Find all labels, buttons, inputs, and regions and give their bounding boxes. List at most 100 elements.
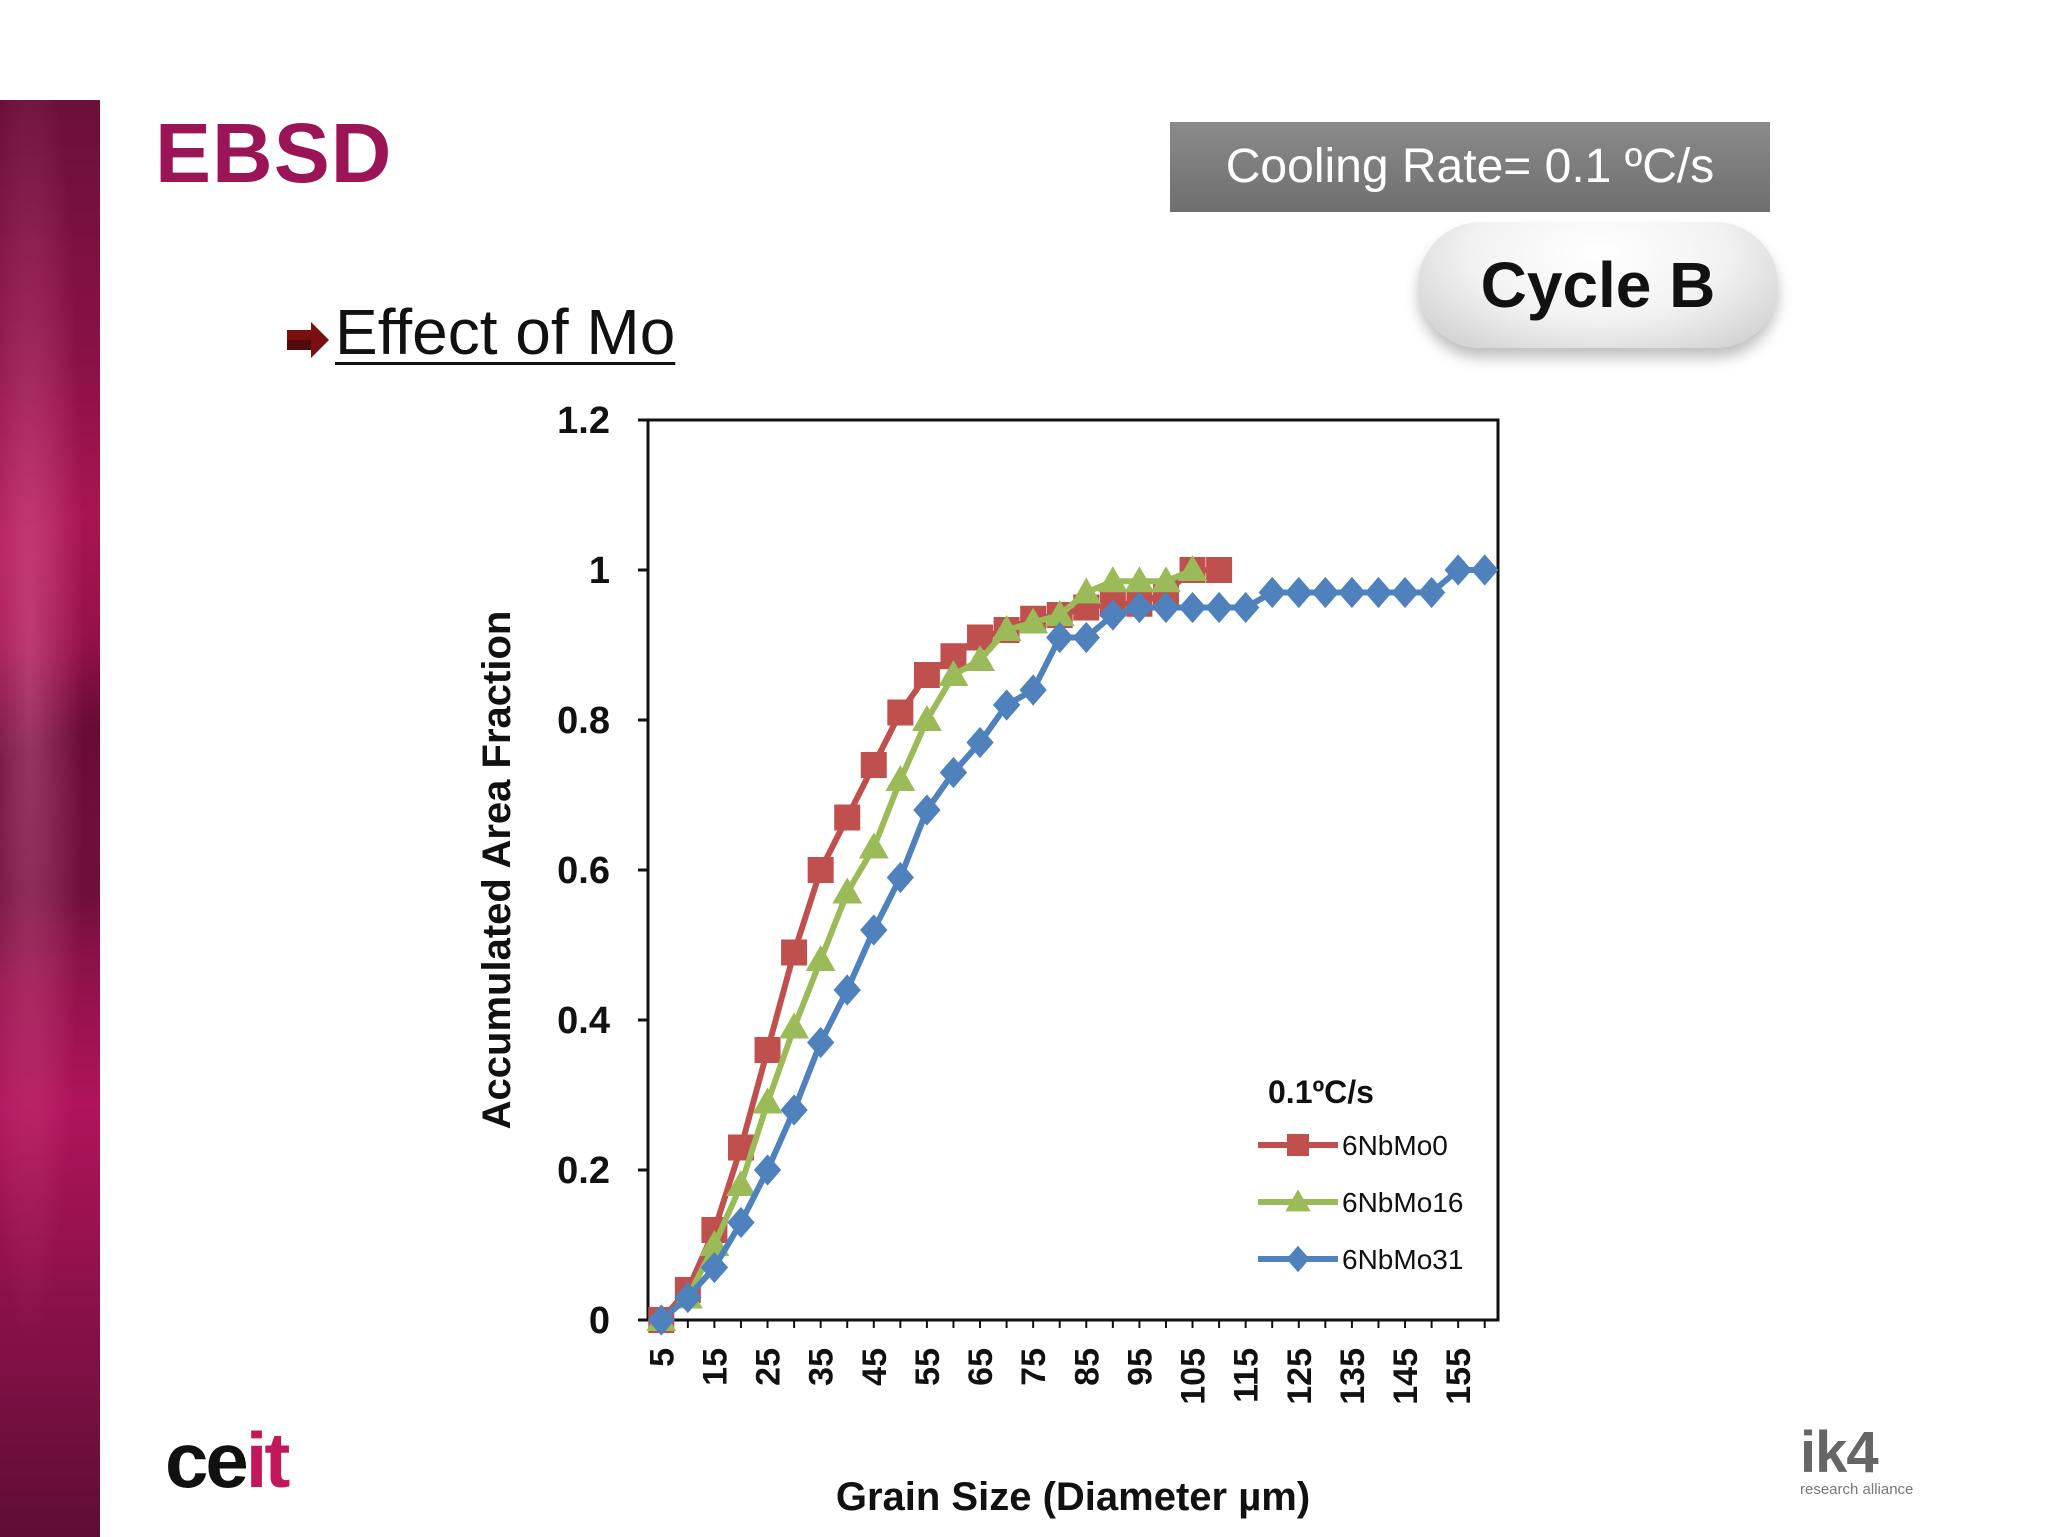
data-point xyxy=(1338,576,1366,609)
decorative-side-band xyxy=(0,100,100,1537)
data-point xyxy=(858,832,889,859)
data-point xyxy=(727,1206,755,1239)
data-point xyxy=(726,1170,756,1197)
x-tick-label: 25 xyxy=(750,1348,788,1386)
data-point xyxy=(753,1154,782,1186)
data-point xyxy=(1285,576,1313,609)
data-point xyxy=(860,914,888,946)
x-tick-label: 95 xyxy=(1121,1348,1159,1386)
data-point xyxy=(1018,607,1049,634)
cooling-rate-label: Cooling Rate= 0.1 ºC/s xyxy=(1170,122,1770,212)
data-point xyxy=(938,660,969,687)
data-point xyxy=(1444,554,1472,586)
x-tick-label: 35 xyxy=(803,1348,841,1386)
data-point xyxy=(1046,621,1074,654)
y-tick-label: 0 xyxy=(589,1300,610,1342)
legend-label: 6NbMo31 xyxy=(1342,1244,1463,1275)
data-point xyxy=(752,1087,783,1114)
data-point xyxy=(1044,600,1075,627)
data-point xyxy=(834,804,861,831)
data-point xyxy=(807,857,834,883)
data-point xyxy=(700,1251,729,1284)
data-point xyxy=(966,726,994,759)
data-point xyxy=(1177,555,1208,582)
series-layer xyxy=(646,554,1499,1336)
data-point xyxy=(1072,621,1100,654)
data-point xyxy=(1391,576,1419,609)
data-point xyxy=(1152,591,1180,624)
legend-item-6NbMo31: 6NbMo31 xyxy=(1258,1244,1463,1275)
data-point xyxy=(1311,576,1339,609)
x-tick-label: 15 xyxy=(696,1348,734,1386)
data-point xyxy=(1471,554,1499,586)
series-line-6NbMo0 xyxy=(659,567,1220,1322)
data-point xyxy=(805,945,836,972)
data-point xyxy=(885,765,916,792)
data-point xyxy=(1125,591,1154,624)
data-point xyxy=(992,689,1021,721)
x-axis-title: Grain Size (Diameter µm) xyxy=(836,1475,1310,1519)
data-point xyxy=(1205,591,1233,624)
data-point xyxy=(1258,576,1286,609)
page-title: EBSD xyxy=(155,106,393,200)
data-point xyxy=(781,939,808,966)
cycle-badge: Cycle B xyxy=(1418,222,1778,348)
series-6NbMo31 xyxy=(647,554,1499,1336)
data-point xyxy=(1099,599,1127,631)
x-tick-label: 65 xyxy=(962,1348,1000,1386)
y-tick-label: 1 xyxy=(589,550,610,592)
data-point xyxy=(832,877,863,904)
y-axis: 0 0.2 0.4 0.6 0.8 1 1.2 xyxy=(557,400,648,1342)
data-point xyxy=(674,1281,702,1314)
legend-swatch-marker xyxy=(1286,1245,1310,1273)
data-point xyxy=(991,615,1022,642)
x-tick-label: 55 xyxy=(909,1348,947,1386)
data-point xyxy=(886,861,914,894)
data-point xyxy=(1206,557,1233,583)
legend-label: 6NbMo0 xyxy=(1342,1130,1448,1161)
y-tick-label: 1.2 xyxy=(557,400,610,442)
data-point xyxy=(913,794,941,826)
data-point xyxy=(1417,576,1446,609)
data-point xyxy=(887,699,914,726)
series-6NbMo16 xyxy=(646,555,1208,1332)
data-point xyxy=(913,662,940,688)
data-point xyxy=(1364,576,1393,609)
y-tick-label: 0.8 xyxy=(557,700,610,742)
data-point xyxy=(939,756,968,789)
x-tick-label: 75 xyxy=(1015,1348,1053,1386)
data-point xyxy=(1232,591,1260,624)
data-point xyxy=(911,705,942,732)
data-point xyxy=(779,1012,810,1039)
x-axis: 5 15 25 35 45 55 65 75 85 95 105 115 125 135 145 155 xyxy=(643,1320,1486,1405)
ceit-logo: ceit xyxy=(165,1416,290,1504)
x-tick-label: 145 xyxy=(1387,1348,1425,1405)
legend-item-6NbMo16: 6NbMo16 xyxy=(1258,1187,1463,1218)
y-tick-label: 0.6 xyxy=(557,850,610,892)
data-point xyxy=(1178,591,1207,624)
arrow-down-right-icon xyxy=(287,322,329,358)
data-point xyxy=(647,1304,675,1336)
data-point xyxy=(780,1094,808,1126)
x-tick-label: 85 xyxy=(1068,1348,1106,1386)
data-point xyxy=(754,1037,781,1063)
legend-item-6NbMo0: 6NbMo0 xyxy=(1258,1130,1448,1161)
y-axis-title: Accumulated Area Fraction xyxy=(475,611,519,1130)
legend-swatch-marker xyxy=(1287,1134,1309,1156)
x-tick-label: 135 xyxy=(1334,1348,1372,1405)
data-point xyxy=(1124,566,1155,593)
x-tick-label: 155 xyxy=(1440,1348,1478,1405)
legend-label: 6NbMo16 xyxy=(1342,1187,1463,1218)
legend-swatch-marker xyxy=(1285,1189,1311,1212)
data-point xyxy=(1071,577,1102,604)
data-point xyxy=(1019,674,1047,706)
x-tick-label: 115 xyxy=(1228,1348,1266,1403)
legend-title: 0.1ºC/s xyxy=(1268,1074,1374,1110)
data-point xyxy=(833,974,861,1006)
data-point xyxy=(860,752,887,778)
x-tick-label: 105 xyxy=(1175,1348,1213,1405)
x-tick-label: 5 xyxy=(643,1348,681,1367)
legend: 0.1ºC/s 6NbMo0 6NbMo16 6NbMo31 xyxy=(1258,1074,1463,1275)
ik4-logo: ik4 research alliance xyxy=(1800,1420,1914,1499)
